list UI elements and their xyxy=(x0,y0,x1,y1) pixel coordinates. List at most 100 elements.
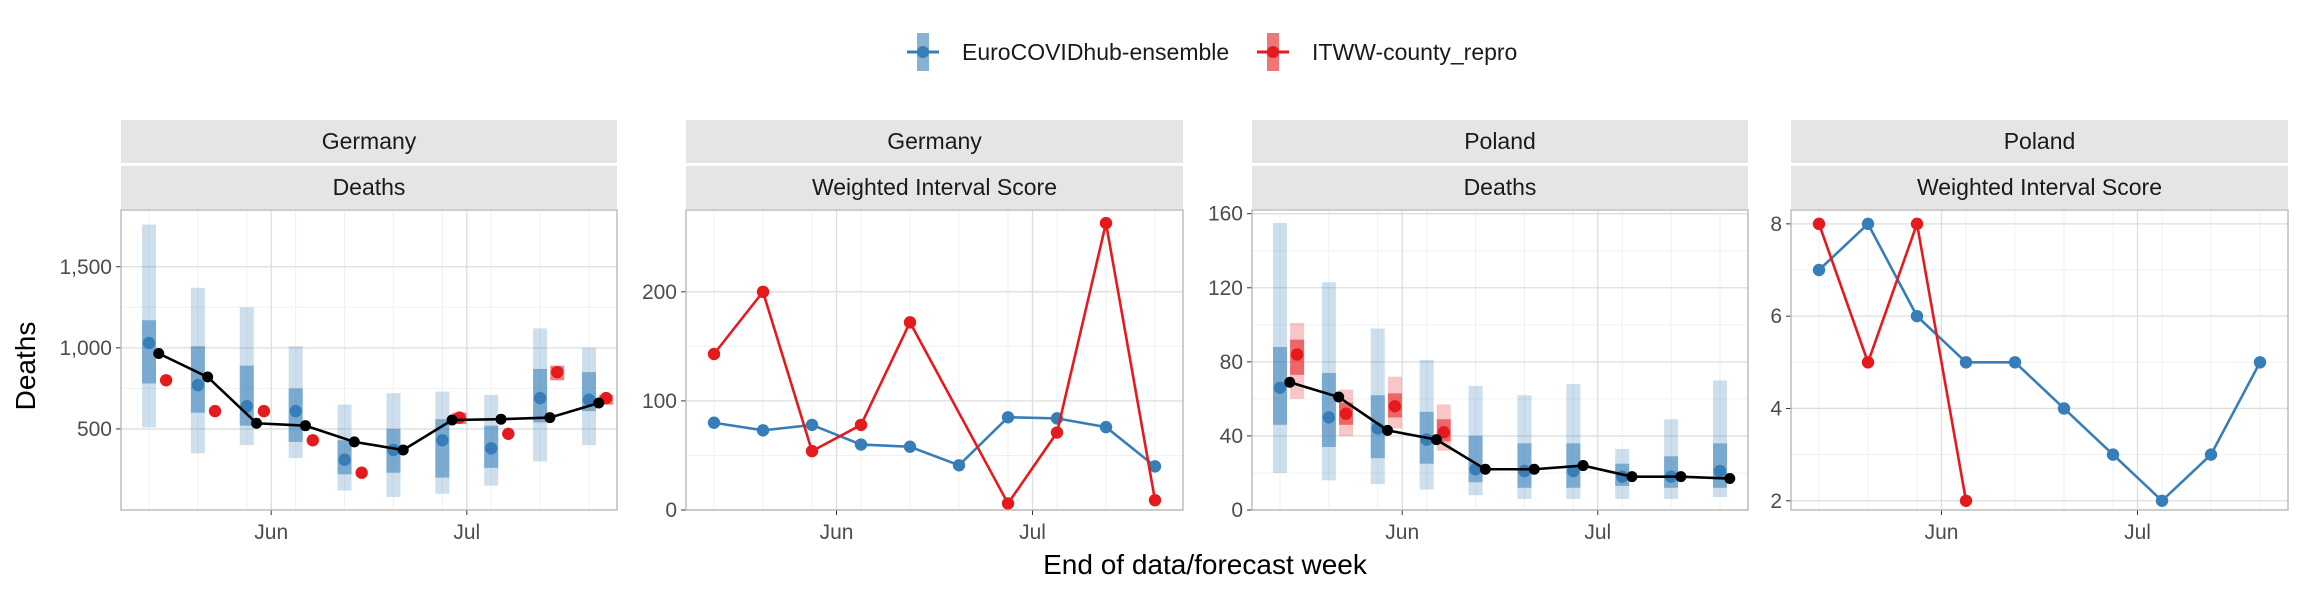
data-point-itww xyxy=(1388,400,1402,413)
data-point-itww xyxy=(159,374,173,387)
y-tick-label: 80 xyxy=(1220,351,1243,374)
x-tick-label: Jun xyxy=(254,521,288,544)
data-point-ensemble xyxy=(1713,464,1727,478)
truth-point xyxy=(397,444,409,456)
facet-strip-label: Weighted Interval Score xyxy=(812,174,1057,200)
y-tick-label: 8 xyxy=(1770,213,1782,236)
truth-point xyxy=(299,420,311,432)
panel-germany-deaths: Germany Deaths 500 1,000 1,500 Jun Jul xyxy=(59,120,618,544)
data-point-ensemble xyxy=(142,336,156,350)
truth-point xyxy=(1626,471,1638,483)
facet-strip-bg xyxy=(1252,120,1748,163)
truth-point xyxy=(593,397,605,409)
data-point-itww xyxy=(1050,426,1064,439)
facet-strip-bg xyxy=(1252,166,1748,209)
data-point-ensemble xyxy=(2155,494,2169,507)
data-point-ensemble xyxy=(1567,464,1580,478)
truth-point xyxy=(1479,463,1491,475)
truth-point xyxy=(1333,391,1345,403)
y-tick-label: 1,500 xyxy=(59,256,112,279)
legend-key-ensemble-dot xyxy=(917,46,929,58)
data-point-itww xyxy=(502,427,515,440)
truth-line xyxy=(1289,380,1730,480)
facet-strip-label: Germany xyxy=(322,128,417,154)
data-point-ensemble xyxy=(2106,448,2120,461)
facet-strip-label: Poland xyxy=(1464,128,1536,154)
facet-strip-bg xyxy=(1791,120,2288,163)
panel-poland-deaths: Poland Deaths 0 40 80 120 160 Jun Jul xyxy=(1208,120,1749,544)
data-point-itww xyxy=(854,418,868,432)
x-tick-label: Jul xyxy=(1584,521,1611,544)
facet-strip-bg xyxy=(1791,166,2288,209)
data-point-itww xyxy=(1099,216,1113,230)
data-point-ensemble xyxy=(485,442,498,455)
x-axis-title: End of data/forecast week xyxy=(1043,549,1368,580)
data-point-ensemble xyxy=(1518,464,1531,478)
data-point-itww xyxy=(1910,217,1924,231)
x-tick-label: Jul xyxy=(2124,521,2151,544)
data-point-itww xyxy=(551,365,564,379)
data-point-ensemble xyxy=(805,418,819,432)
truth-point xyxy=(153,348,165,360)
data-point-ensemble xyxy=(952,459,966,472)
legend-label-ensemble: EuroCOVIDhub-ensemble xyxy=(962,39,1229,65)
panel-germany-wis: Germany Weighted Interval Score 0 100 200 Jun… xyxy=(642,120,1184,544)
interval-50-band xyxy=(142,320,156,384)
y-tick-label: 0 xyxy=(1231,499,1243,522)
data-point-ensemble xyxy=(854,438,868,451)
data-point-itww xyxy=(707,347,721,361)
y-tick-label: 200 xyxy=(642,281,677,304)
data-point-ensemble xyxy=(1959,356,1973,369)
y-tick-label: 120 xyxy=(1208,277,1243,300)
data-point-ensemble xyxy=(2253,356,2267,369)
data-point-ensemble xyxy=(191,378,205,392)
y-tick-label: 40 xyxy=(1220,425,1243,448)
data-point-itww xyxy=(208,404,222,418)
x-tick-label: Jun xyxy=(1925,521,1959,544)
data-point-itww xyxy=(257,404,271,418)
panel-border xyxy=(1790,209,2289,511)
data-point-itww xyxy=(355,466,368,479)
y-tick-label: 0 xyxy=(665,499,677,522)
series-line-ensemble xyxy=(1818,221,2262,503)
legend-label-itww: ITWW-county_repro xyxy=(1312,39,1517,65)
facet-strip-label: Deaths xyxy=(333,174,406,200)
data-point-itww xyxy=(1812,217,1826,231)
x-tick-label: Jun xyxy=(1385,521,1419,544)
series-line-itww xyxy=(1817,218,1968,501)
interval-50-band xyxy=(435,419,450,478)
legend: EuroCOVIDhub-ensemble ITWW-county_repro xyxy=(907,33,1517,71)
y-tick-label: 1,000 xyxy=(59,337,112,360)
data-point-ensemble xyxy=(1001,411,1015,424)
truth-point xyxy=(1528,463,1540,475)
data-point-ensemble xyxy=(1812,263,1826,277)
data-point-ensemble xyxy=(2057,402,2071,415)
data-point-ensemble xyxy=(582,393,596,406)
y-tick-label: 500 xyxy=(77,418,112,441)
y-tick-label: 2 xyxy=(1770,490,1782,513)
data-point-ensemble xyxy=(533,391,547,405)
interval-50-band xyxy=(239,365,254,426)
truth-point xyxy=(544,412,556,424)
facet-strip-bg xyxy=(686,166,1183,209)
facet-strip-bg xyxy=(121,166,617,209)
y-tick-label: 160 xyxy=(1208,203,1243,226)
truth-line xyxy=(158,352,600,452)
plot-area xyxy=(686,210,1183,510)
data-point-ensemble xyxy=(338,453,351,466)
truth-point xyxy=(495,413,507,425)
y-axis-title: Deaths xyxy=(10,322,41,411)
data-point-itww xyxy=(1437,426,1450,439)
data-point-ensemble xyxy=(2008,356,2022,369)
data-point-ensemble xyxy=(1322,411,1336,424)
data-point-itww xyxy=(1290,348,1304,361)
data-point-itww xyxy=(903,316,917,329)
data-point-itww xyxy=(1861,356,1875,369)
x-tick-label: Jun xyxy=(820,521,854,544)
y-tick-label: 100 xyxy=(642,390,677,413)
data-point-ensemble xyxy=(707,416,721,429)
panel-border xyxy=(1251,209,1749,511)
data-point-ensemble xyxy=(1148,460,1162,473)
truth-point xyxy=(1724,473,1736,485)
